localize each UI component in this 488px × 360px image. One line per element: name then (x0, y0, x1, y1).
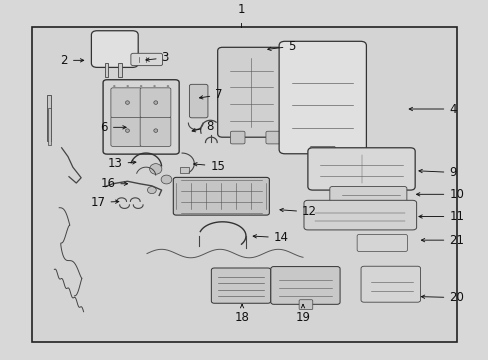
Text: 11: 11 (418, 210, 463, 223)
Ellipse shape (154, 129, 158, 132)
Ellipse shape (161, 175, 171, 184)
Text: 16: 16 (100, 177, 127, 190)
Text: 14: 14 (253, 231, 288, 244)
Text: 2: 2 (61, 54, 83, 67)
Ellipse shape (140, 85, 142, 87)
Text: 19: 19 (295, 305, 310, 324)
FancyBboxPatch shape (230, 131, 244, 144)
Ellipse shape (125, 129, 129, 132)
Ellipse shape (149, 164, 162, 174)
Bar (118, 63, 122, 77)
FancyBboxPatch shape (111, 88, 142, 118)
Bar (104, 63, 108, 77)
Text: 3: 3 (145, 51, 169, 64)
Bar (180, 167, 188, 173)
Text: 8: 8 (192, 120, 213, 133)
Text: 5: 5 (267, 40, 295, 53)
Text: 17: 17 (90, 196, 119, 209)
Text: 20: 20 (421, 291, 463, 304)
FancyBboxPatch shape (309, 147, 335, 158)
Bar (32, 27, 456, 342)
FancyBboxPatch shape (131, 53, 162, 66)
Ellipse shape (147, 186, 156, 194)
Text: 21: 21 (421, 234, 463, 247)
FancyBboxPatch shape (140, 88, 170, 118)
FancyBboxPatch shape (91, 31, 138, 67)
FancyBboxPatch shape (111, 117, 142, 147)
Text: 6: 6 (100, 121, 126, 134)
FancyBboxPatch shape (299, 300, 312, 310)
FancyBboxPatch shape (173, 177, 269, 215)
FancyBboxPatch shape (103, 80, 179, 154)
Bar (48, 108, 51, 145)
Ellipse shape (153, 85, 156, 87)
Text: 12: 12 (280, 206, 316, 219)
Ellipse shape (125, 101, 129, 104)
FancyBboxPatch shape (217, 47, 285, 137)
FancyBboxPatch shape (356, 234, 407, 251)
Ellipse shape (154, 101, 158, 104)
Text: 15: 15 (193, 159, 225, 172)
FancyBboxPatch shape (189, 84, 207, 118)
Text: 7: 7 (199, 89, 223, 102)
Text: 1: 1 (237, 3, 244, 15)
FancyBboxPatch shape (140, 117, 170, 147)
Ellipse shape (113, 85, 115, 87)
FancyBboxPatch shape (270, 267, 339, 304)
Ellipse shape (166, 85, 169, 87)
Bar (32, 27, 456, 342)
Text: 4: 4 (408, 103, 456, 116)
FancyBboxPatch shape (279, 41, 366, 154)
FancyBboxPatch shape (304, 200, 416, 230)
FancyBboxPatch shape (329, 186, 406, 204)
Text: 13: 13 (107, 157, 136, 170)
FancyBboxPatch shape (265, 131, 280, 144)
Ellipse shape (126, 85, 129, 87)
Text: 10: 10 (416, 188, 463, 201)
FancyBboxPatch shape (360, 266, 420, 302)
FancyBboxPatch shape (307, 148, 414, 190)
FancyBboxPatch shape (211, 268, 270, 303)
Text: 9: 9 (418, 166, 456, 179)
Text: 18: 18 (234, 305, 249, 324)
Bar (47, 95, 51, 141)
